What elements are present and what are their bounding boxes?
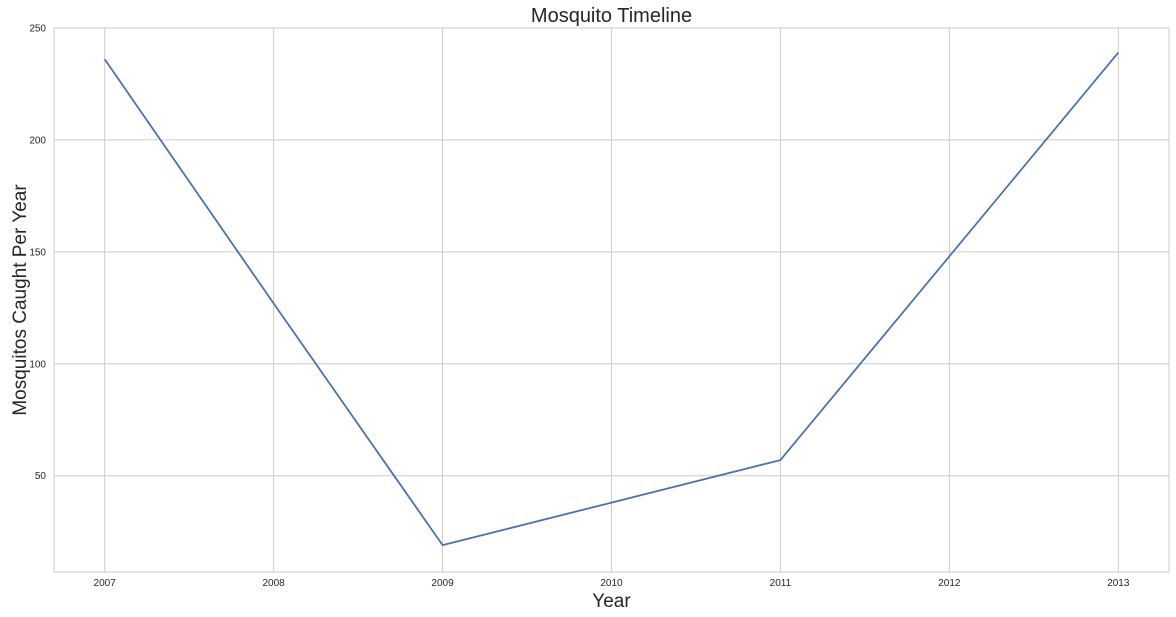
x-axis-label: Year: [592, 591, 631, 612]
chart-title: Mosquito Timeline: [531, 5, 692, 27]
plot-frame: [53, 27, 1170, 573]
y-tick-label: 200: [29, 135, 46, 146]
x-tick-label: 2009: [431, 578, 454, 589]
y-tick-label: 100: [29, 359, 46, 370]
grid-layer: [54, 27, 1169, 572]
series-layer: [103, 52, 1119, 546]
y-tick-label: 50: [35, 471, 47, 482]
y-tick-labels: 50 100 150 200 250: [29, 24, 46, 483]
x-tick-label: 2013: [1107, 578, 1130, 589]
y-tick-label: 250: [29, 24, 46, 35]
x-tick-label: 2011: [770, 578, 792, 589]
y-tick-label: 150: [29, 247, 46, 258]
x-tick-label: 2010: [600, 578, 623, 589]
y-axis-label: Mosquitos Caught Per Year: [10, 184, 31, 416]
x-tick-label: 2007: [94, 578, 117, 589]
x-tick-label: 2012: [938, 578, 961, 589]
x-tick-labels: 2007 2008 2009 2010 2011 2012 2013: [94, 578, 1130, 589]
x-tick-label: 2008: [262, 578, 285, 589]
